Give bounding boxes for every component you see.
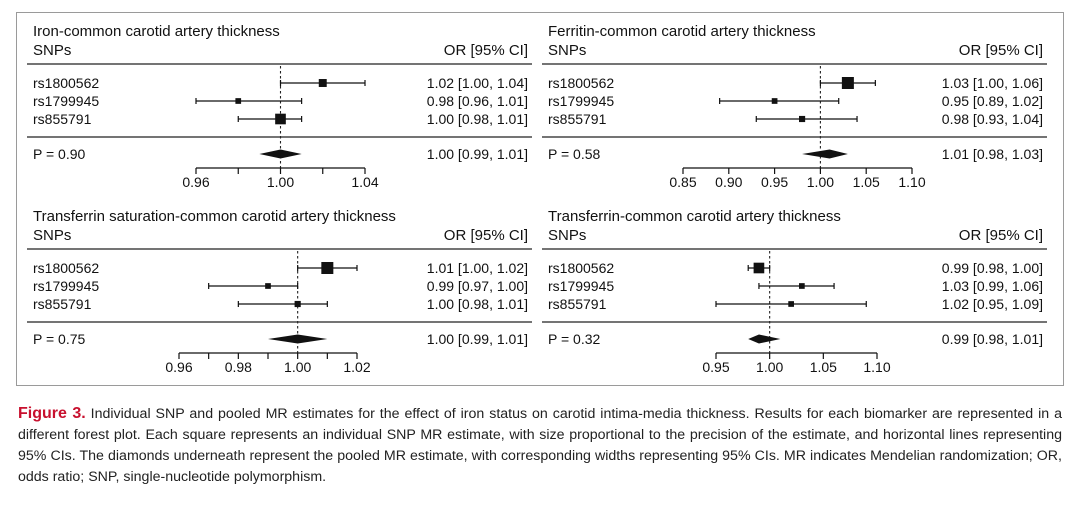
p3-point-estimate [321,262,334,274]
p3-point-estimate [294,300,301,308]
p3-pooled-diamond [268,334,328,344]
p1-x-tick-label: 1.00 [267,174,294,190]
p1-pooled-diamond [259,149,302,159]
p3-snp-label: rs1800562 [33,260,99,276]
p4-snp-or-text: 1.02 [0.95, 1.09] [942,296,1043,312]
p1-snp-label: rs855791 [33,111,92,127]
p4-panel-title: Transferrin-common carotid artery thickn… [548,208,841,225]
p3-x-tick-label: 0.96 [165,359,192,375]
p4-snp-or-text: 0.99 [0.98, 1.00] [942,260,1043,276]
p2-snp-label: rs1799945 [548,93,614,109]
p2-snp-or-text: 0.98 [0.93, 1.04] [942,111,1043,127]
p3-x-tick-label: 0.98 [225,359,252,375]
p2-pooled-diamond [802,149,848,159]
p2-x-tick-label: 0.90 [715,174,742,190]
p1-point-estimate [275,113,286,125]
p2-snp-label: rs1800562 [548,75,614,91]
p4-x-tick-label: 1.00 [756,359,783,375]
p4-point-estimate [788,301,794,307]
p2-snps-header: SNPs [548,42,586,59]
p1-snp-label: rs1799945 [33,93,99,109]
p2-x-tick-label: 1.00 [807,174,834,190]
p1-p-value: P = 0.90 [33,146,86,162]
p4-pooled-diamond [748,334,781,344]
p3-pooled-or-text: 1.00 [0.99, 1.01] [427,331,528,347]
p4-x-tick-label: 1.05 [810,359,837,375]
forest-plot-figure: Iron-common carotid artery thickness SNPs… [27,23,1047,375]
p3-x-tick-label: 1.00 [284,359,311,375]
p1-pooled-or-text: 1.00 [0.99, 1.01] [427,146,528,162]
p4-x-tick-label: 0.95 [702,359,729,375]
p1-panel-title: Iron-common carotid artery thickness [33,23,280,40]
p1-snp-label: rs1800562 [33,75,99,91]
figure-caption: Figure 3. Individual SNP and pooled MR e… [18,403,1062,488]
p3-snps-header: SNPs [33,227,71,244]
p2-snp-label: rs855791 [548,111,607,127]
p2-point-estimate [771,98,778,104]
p1-or-ci-header: OR [95% CI] [444,42,528,59]
p1-x-tick-label: 1.04 [351,174,378,190]
p4-snp-or-text: 1.03 [0.99, 1.06] [942,278,1043,294]
p1-snps-header: SNPs [33,42,71,59]
p2-snp-or-text: 0.95 [0.89, 1.02] [942,93,1043,109]
p2-snp-or-text: 1.03 [1.00, 1.06] [942,75,1043,91]
p4-snp-label: rs1799945 [548,278,614,294]
p1-point-estimate [235,98,242,104]
p3-or-ci-header: OR [95% CI] [444,227,528,244]
p3-snp-or-text: 1.01 [1.00, 1.02] [427,260,528,276]
p3-x-tick-label: 1.02 [343,359,370,375]
p1-x-tick-label: 0.96 [182,174,209,190]
p4-or-ci-header: OR [95% CI] [959,227,1043,244]
p2-or-ci-header: OR [95% CI] [959,42,1043,59]
p3-snp-label: rs1799945 [33,278,99,294]
p3-snp-or-text: 1.00 [0.98, 1.01] [427,296,528,312]
p4-pooled-or-text: 0.99 [0.98, 1.01] [942,331,1043,347]
p4-snp-label: rs855791 [548,296,607,312]
p4-x-tick-label: 1.10 [863,359,890,375]
p4-point-estimate [799,283,805,289]
p3-panel-title: Transferrin saturation-common carotid ar… [33,208,396,225]
p1-snp-or-text: 1.02 [1.00, 1.04] [427,75,528,91]
p4-snp-label: rs1800562 [548,260,614,276]
figure-frame [16,12,1064,386]
p3-p-value: P = 0.75 [33,331,86,347]
p4-p-value: P = 0.32 [548,331,601,347]
p2-pooled-or-text: 1.01 [0.98, 1.03] [942,146,1043,162]
p3-snp-or-text: 0.99 [0.97, 1.00] [427,278,528,294]
p4-point-estimate [753,262,765,274]
p2-x-tick-label: 0.85 [669,174,696,190]
p2-point-estimate [799,115,806,123]
p2-panel-title: Ferritin-common carotid artery thickness [548,23,816,40]
p3-point-estimate [265,283,271,289]
caption-text: Individual SNP and pooled MR estimates f… [18,406,1063,485]
p2-point-estimate [841,77,854,89]
p3-snp-label: rs855791 [33,296,92,312]
p2-x-tick-label: 1.10 [898,174,925,190]
p2-p-value: P = 0.58 [548,146,601,162]
p2-x-tick-label: 0.95 [761,174,788,190]
p1-point-estimate [318,79,327,87]
p4-snps-header: SNPs [548,227,586,244]
p1-snp-or-text: 0.98 [0.96, 1.01] [427,93,528,109]
figure-label: Figure 3. [18,405,86,422]
p2-x-tick-label: 1.05 [853,174,880,190]
p1-snp-or-text: 1.00 [0.98, 1.01] [427,111,528,127]
